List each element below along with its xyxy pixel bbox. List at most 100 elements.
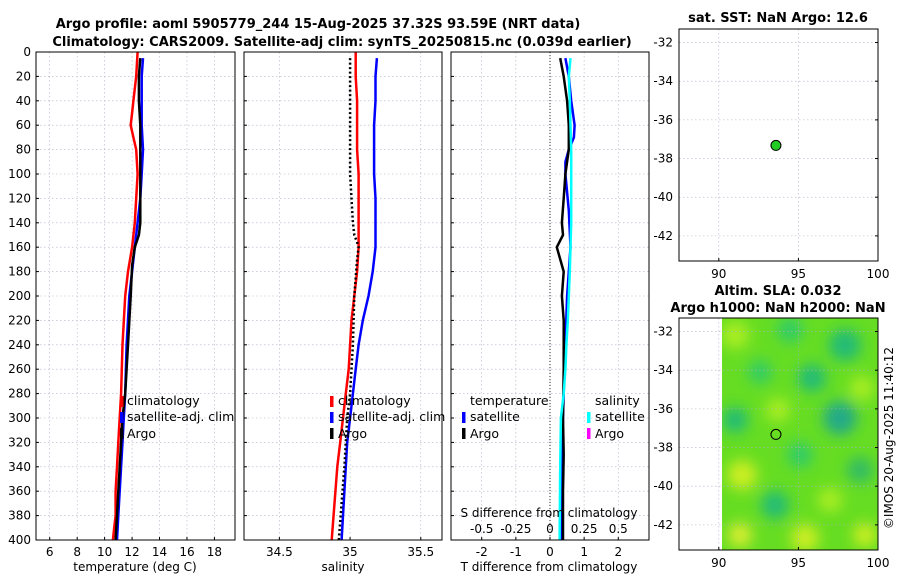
lon-tick-label: 100 <box>867 556 890 570</box>
temperature-axes-box <box>35 51 236 541</box>
y-tick-label: 140 <box>8 216 31 230</box>
sla-map-points <box>770 428 782 440</box>
y-tick-label: 300 <box>8 411 31 425</box>
legend-s-climatology-swatch <box>330 396 334 407</box>
temperature-legend: climatology satellite-adj. clim Argo <box>120 393 234 441</box>
lon-tick-label: 90 <box>711 267 726 281</box>
salinity-axes-box <box>243 51 443 541</box>
s-tick-label: 0 <box>546 522 554 536</box>
t-difference-xlabel: T difference from climatology <box>460 560 638 574</box>
x-tick-label: 12 <box>124 545 139 559</box>
x-tick-label: -1 <box>510 545 522 559</box>
series-line-temperature-argo <box>555 57 571 540</box>
y-tick-label: 340 <box>8 460 31 474</box>
temperature-xlabel: temperature (deg C) <box>73 560 196 574</box>
sla-blob <box>791 524 819 550</box>
lon-tick-label: 100 <box>867 267 890 281</box>
series-line-salinity-satellite <box>558 57 573 540</box>
x-tick-label: 6 <box>46 545 54 559</box>
lat-tick-label: -42 <box>653 518 673 532</box>
sla-lon-tick-labels: 90 95 100 <box>711 556 889 570</box>
sla-blob <box>728 523 752 547</box>
legend-argo-label: Argo <box>127 426 156 441</box>
sla-map-title-line2: Argo h1000: NaN h2000: NaN <box>670 301 885 316</box>
temperature-grid <box>36 51 235 541</box>
sla-map-title-line1: Altim. SLA: 0.032 <box>715 284 842 299</box>
lat-tick-label: -40 <box>653 190 673 204</box>
lon-tick-label: 95 <box>791 556 806 570</box>
series-line-satellite-adj-clim <box>340 58 379 540</box>
series-line-climatology <box>111 52 139 540</box>
y-tick-label: 200 <box>8 289 31 303</box>
legend-s-argo-swatch-magenta <box>587 428 591 439</box>
y-tick-label: 40 <box>16 94 31 108</box>
legend-t-argo-label: Argo <box>470 426 499 441</box>
copyright-stamp: ©IMOS 20-Aug-2025 11:40:12 <box>882 347 896 529</box>
difference-axes-box <box>450 51 650 541</box>
x-tick-label: 8 <box>73 545 81 559</box>
legend-s-satellite-label: satellite-adj. clim <box>338 409 445 424</box>
s-difference-tick-labels: -0.5 -0.25 0 0.25 0.5 <box>470 522 628 536</box>
figure-title-line1: Argo profile: aoml 5905779_244 15-Aug-20… <box>56 17 581 32</box>
x-tick-label: 1 <box>580 545 588 559</box>
difference-legend: temperature satellite Argo salinity sate… <box>462 393 645 441</box>
lat-tick-label: -38 <box>653 441 673 455</box>
s-tick-label: 0.5 <box>609 522 628 536</box>
depth-tick-labels: 0 20 40 60 80 100 120 140 160 180 200 220 240 260 280 3… <box>8 45 31 547</box>
sla-heatmap <box>722 318 878 550</box>
salinity-panel: 34.5 35 35.5 salinity climatology satellit… <box>243 51 445 574</box>
legend-t-satellite-swatch <box>462 412 466 423</box>
y-tick-label: 400 <box>8 533 31 547</box>
lat-tick-label: -36 <box>653 402 673 416</box>
legend-salinity-title: salinity <box>595 393 640 408</box>
sla-blob <box>722 321 749 349</box>
s-tick-label: 0.25 <box>571 522 598 536</box>
sla-blob <box>829 329 861 361</box>
sla-blob <box>798 364 826 392</box>
legend-s-climatology-label: climatology <box>338 393 411 408</box>
y-tick-label: 100 <box>8 167 31 181</box>
sst-lat-tick-labels: -32 -34 -36 -38 -40 -42 <box>653 36 673 243</box>
x-tick-label: 0 <box>546 545 554 559</box>
legend-s-argo-swatch <box>330 428 334 439</box>
lat-tick-label: -34 <box>653 74 673 88</box>
x-tick-label: 34.5 <box>266 545 293 559</box>
difference-panel: -2 -1 0 1 2 -0.5 -0.25 0 0.25 0.5 S difference f… <box>450 51 650 574</box>
legend-s-argo-label: Argo <box>338 426 367 441</box>
s-tick-label: -0.5 <box>470 522 493 536</box>
sla-heatmap-blobs <box>722 318 877 550</box>
series-line-climatology <box>330 52 360 540</box>
difference-lines <box>555 57 576 540</box>
sla-blob <box>787 442 813 468</box>
x-tick-label: -2 <box>476 545 488 559</box>
x-tick-label: 35 <box>342 545 357 559</box>
lat-tick-label: -40 <box>653 479 673 493</box>
argo-location-marker <box>770 139 782 151</box>
x-tick-label: 14 <box>152 545 167 559</box>
y-tick-label: 20 <box>16 69 31 83</box>
sla-blob <box>727 460 757 490</box>
y-tick-label: 120 <box>8 191 31 205</box>
sla-lat-tick-labels: -32 -34 -36 -38 -40 -42 <box>653 325 673 532</box>
x-tick-label: 10 <box>97 545 112 559</box>
sla-blob <box>766 398 790 422</box>
legend-argo-swatch <box>120 428 124 439</box>
y-tick-label: 260 <box>8 362 31 376</box>
sst-map-points <box>770 139 782 151</box>
y-tick-label: 320 <box>8 435 31 449</box>
x-tick-label: 16 <box>179 545 194 559</box>
legend-satellite-label: satellite-adj. clim <box>127 409 234 424</box>
lon-tick-label: 95 <box>791 267 806 281</box>
legend-s-argo-label-magenta: Argo <box>595 426 624 441</box>
sla-blob <box>777 318 803 343</box>
sst-map-title: sat. SST: NaN Argo: 12.6 <box>688 11 868 26</box>
sla-blob <box>823 401 857 435</box>
lat-tick-label: -32 <box>653 325 673 339</box>
s-tick-label: -0.25 <box>500 522 531 536</box>
series-line-argo <box>114 58 142 540</box>
sla-map-panel: Altim. SLA: 0.032 Argo h1000: NaN h2000:… <box>653 284 889 570</box>
sst-lon-tick-labels: 90 95 100 <box>711 267 889 281</box>
sla-blob <box>847 457 873 483</box>
sla-blob <box>761 491 789 519</box>
